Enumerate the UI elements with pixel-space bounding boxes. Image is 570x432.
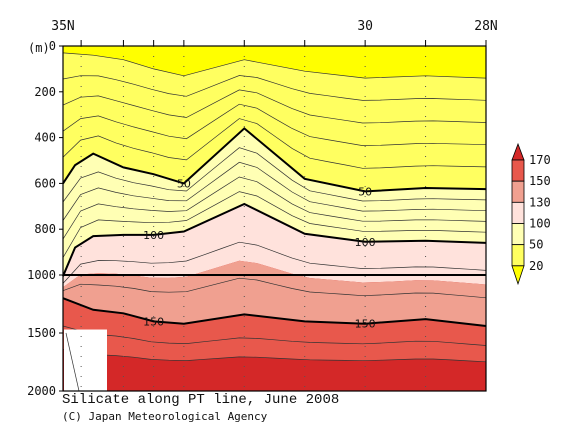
legend-label: 100	[529, 217, 551, 231]
legend-label: 130	[529, 195, 551, 209]
y-tick-label: 400	[34, 131, 56, 145]
legend-swatch	[511, 223, 525, 246]
contour-line	[62, 89, 487, 124]
contour-line	[62, 176, 487, 240]
bottom-contour-stub	[65, 332, 80, 392]
legend-swatch	[511, 180, 525, 203]
y-tick-label: 1000	[27, 268, 56, 282]
legend-arrow-bottom	[511, 265, 525, 286]
chart-title: Silicate along PT line, June 2008	[62, 392, 340, 408]
legend-arrow-top	[511, 142, 525, 161]
legend-swatch	[511, 159, 525, 182]
copyright-credit: (C) Japan Meteorological Agency	[62, 410, 268, 423]
legend-swatch	[511, 244, 525, 267]
band-150-170	[63, 298, 486, 362]
band-100-130	[63, 204, 486, 288]
contour-label: 100	[355, 236, 376, 249]
contour-line-bold	[62, 127, 487, 193]
contour-label: 150	[143, 315, 164, 328]
band-130-150	[63, 260, 486, 326]
contour-line	[62, 75, 487, 101]
contour-line	[62, 147, 487, 203]
y-tick-label: 1500	[27, 326, 56, 340]
x-tick-label: 28N	[474, 19, 497, 34]
band-20-50	[63, 52, 486, 192]
x-tick-label: 35N	[51, 19, 74, 34]
legend-label: 50	[529, 238, 543, 252]
contour-line	[62, 52, 487, 79]
y-tick-label: 0	[49, 39, 56, 53]
band-50-100	[63, 128, 486, 277]
contour-label: 100	[143, 229, 164, 242]
x-tick-label: 30	[357, 19, 373, 34]
contour-label: 50	[177, 177, 191, 190]
contour-line-bold	[62, 297, 487, 327]
y-tick-label: 800	[34, 222, 56, 236]
contour-line-bold	[62, 202, 487, 277]
legend-label: 170	[529, 153, 551, 167]
y-unit-label: (m)	[28, 41, 50, 55]
contour-line	[62, 191, 487, 258]
contour-line	[62, 103, 487, 146]
contour-line	[62, 118, 487, 169]
y-tick-label: 200	[34, 85, 56, 99]
plot-frame	[62, 45, 487, 392]
y-tick-label: 600	[34, 176, 56, 190]
contour-label: 50	[358, 185, 372, 198]
y-tick-label: 2000	[27, 384, 56, 398]
contour-line	[62, 277, 487, 299]
contour-line	[62, 241, 487, 284]
contour-line	[62, 325, 487, 346]
no-data-region	[64, 329, 107, 391]
legend-label: 150	[529, 174, 551, 188]
legend-label: 20	[529, 259, 543, 273]
legend-swatch	[511, 201, 525, 224]
contour-label: 150	[355, 318, 376, 331]
contour-line	[62, 348, 487, 363]
contour-line	[62, 161, 487, 221]
band-below-20	[63, 46, 486, 79]
